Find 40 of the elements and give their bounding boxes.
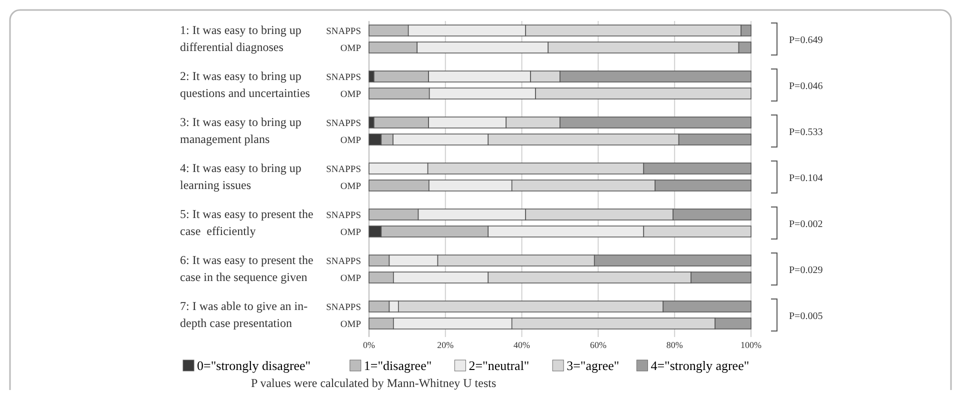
y-tick-label: SNAPPS — [326, 257, 361, 267]
text: 7: I was able to give an in- depth case presentation — [180, 299, 308, 330]
y-tick-label: OMP — [340, 136, 361, 146]
y-tick-label: SNAPPS — [326, 303, 361, 313]
x-tick-label: 0% — [363, 340, 376, 350]
y-tick-label: SNAPPS — [326, 119, 361, 129]
x-tick-label: 20% — [437, 340, 454, 350]
y-tick-label: SNAPPS — [326, 27, 361, 37]
text: P=0.029 — [789, 265, 823, 276]
y-tick-label: OMP — [340, 274, 361, 284]
y-tick-label: SNAPPS — [326, 211, 361, 221]
y-tick-label: OMP — [340, 90, 361, 100]
x-tick-label: 100% — [740, 340, 762, 350]
legend-label: 4="strongly agree" — [650, 358, 750, 373]
legend-label: 0="strongly disagree" — [197, 358, 311, 373]
text: P=0.104 — [789, 173, 823, 184]
text: P=0.002 — [789, 219, 823, 230]
text: 6: It was easy to present the case in the sequence given — [180, 253, 314, 284]
text: 5: It was easy to present the case efficiently — [180, 207, 314, 238]
text: P=0.533 — [789, 127, 823, 138]
y-tick-label: OMP — [340, 44, 361, 54]
x-tick-label: 80% — [666, 340, 684, 350]
text: 1: It was easy to bring up differential diagnoses — [180, 23, 302, 54]
text: 2: It was easy to bring up questions and uncertainties — [180, 69, 310, 100]
legend-label: 1="disagree" — [364, 358, 432, 373]
y-tick-label: OMP — [340, 228, 361, 238]
y-tick-label: OMP — [340, 182, 361, 192]
text: 4: It was easy to bring up learning issues — [180, 161, 302, 192]
legend-label: 3="agree" — [566, 358, 620, 373]
text: 3: It was easy to bring up management plans — [180, 115, 302, 146]
y-tick-label: SNAPPS — [326, 73, 361, 83]
text: P=0.046 — [789, 81, 823, 92]
text: P=0.649 — [789, 35, 823, 46]
text: P values were calculated by Mann-Whitney U tests — [251, 376, 496, 390]
y-tick-label: OMP — [340, 320, 361, 330]
legend-label: 2="neutral" — [468, 358, 530, 373]
y-tick-label: SNAPPS — [326, 165, 361, 175]
x-tick-label: 60% — [590, 340, 607, 350]
x-tick-label: 40% — [514, 340, 531, 350]
text: P=0.005 — [789, 311, 823, 322]
